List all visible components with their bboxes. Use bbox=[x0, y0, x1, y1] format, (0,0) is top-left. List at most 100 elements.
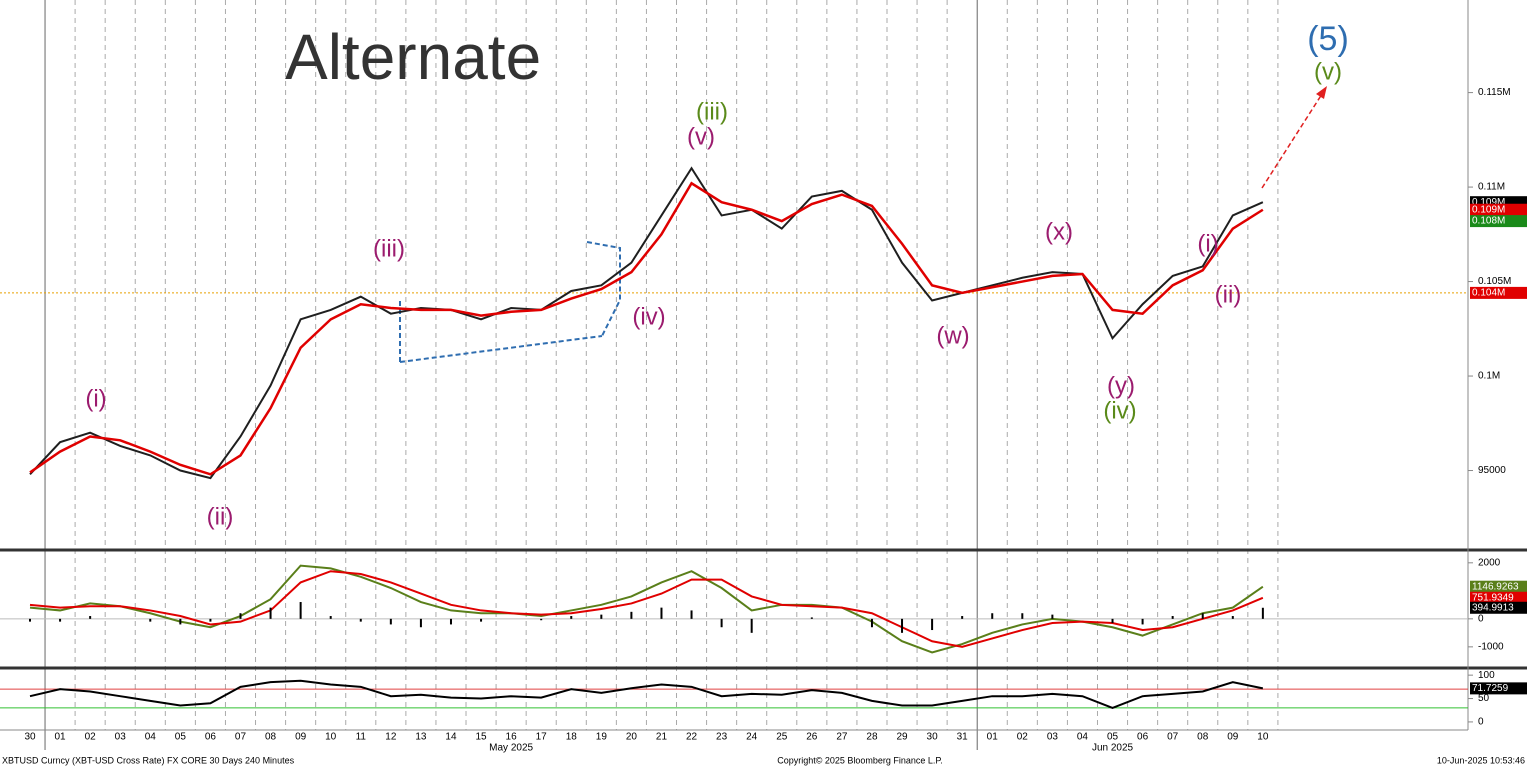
x-tick-label: 03 bbox=[1047, 732, 1059, 743]
value-tag-label: 1146.9263 bbox=[1472, 581, 1519, 592]
histogram-bar bbox=[1141, 618, 1144, 625]
wave-label: (w) bbox=[936, 322, 969, 349]
footer-right: 10-Jun-2025 10:53:46 bbox=[1437, 755, 1525, 765]
wave-label: (ii) bbox=[1215, 281, 1242, 308]
y-tick-label: 0.105M bbox=[1478, 276, 1511, 287]
x-tick-label: 08 bbox=[1197, 732, 1209, 743]
y-tick-label: -1000 bbox=[1478, 641, 1504, 652]
histogram-bar bbox=[870, 618, 873, 628]
price-tag-label: 0.104M bbox=[1472, 288, 1505, 299]
footer-left: XBTUSD Curncy (XBT-USD Cross Rate) FX CO… bbox=[2, 755, 295, 765]
x-tick-label: 07 bbox=[1167, 732, 1179, 743]
series-line bbox=[29, 679, 1264, 709]
histogram-bar bbox=[179, 618, 182, 625]
x-tick-label: 19 bbox=[596, 732, 608, 743]
price-tag bbox=[1470, 215, 1527, 228]
wave-label: (y) bbox=[1107, 372, 1135, 399]
x-tick-label: 16 bbox=[506, 732, 518, 743]
value-tag bbox=[1470, 682, 1527, 695]
wave-label: (ii) bbox=[207, 503, 234, 530]
value-tag-label: 71.7259 bbox=[1472, 683, 1509, 694]
histogram-bar bbox=[570, 616, 573, 619]
histogram-bar bbox=[1231, 616, 1234, 619]
histogram-bar bbox=[540, 618, 543, 621]
histogram-bar bbox=[660, 607, 663, 619]
histogram-bar bbox=[59, 618, 62, 622]
projection-arrow bbox=[1261, 93, 1323, 189]
value-tag bbox=[1470, 580, 1527, 593]
arrow-head bbox=[1316, 86, 1327, 99]
histogram-bar bbox=[329, 616, 332, 619]
histogram-bar bbox=[1051, 614, 1054, 619]
x-tick-label: 09 bbox=[1227, 732, 1239, 743]
x-tick-label: 22 bbox=[686, 732, 698, 743]
x-tick-label: 31 bbox=[957, 732, 969, 743]
wave-label: (iv) bbox=[1103, 397, 1136, 424]
x-tick-label: 17 bbox=[536, 732, 548, 743]
x-tick-label: 11 bbox=[356, 732, 367, 743]
x-tick-label: 05 bbox=[175, 732, 187, 743]
x-tick-label: 02 bbox=[85, 732, 97, 743]
x-tick-label: 10 bbox=[1257, 732, 1269, 743]
value-tag-label: 394.9913 bbox=[1472, 602, 1514, 613]
x-tick-label: 30 bbox=[24, 732, 36, 743]
x-tick-label: 01 bbox=[987, 732, 999, 743]
x-tick-label: 07 bbox=[235, 732, 247, 743]
series-line bbox=[29, 570, 1264, 648]
price-tag bbox=[1470, 286, 1527, 299]
x-tick-label: 20 bbox=[626, 732, 638, 743]
month-label: Jun 2025 bbox=[1092, 743, 1134, 754]
histogram-bar bbox=[209, 618, 212, 622]
wave-label: (iii) bbox=[373, 235, 405, 262]
histogram-bar bbox=[1201, 613, 1204, 619]
x-tick-label: 12 bbox=[385, 732, 397, 743]
wave-label: (iv) bbox=[632, 303, 665, 330]
x-tick-label: 28 bbox=[866, 732, 878, 743]
x-tick-label: 15 bbox=[475, 732, 487, 743]
y-tick-label: 100 bbox=[1478, 670, 1495, 681]
x-tick-label: 01 bbox=[55, 732, 67, 743]
histogram-bar bbox=[810, 617, 813, 619]
histogram-bar bbox=[149, 618, 152, 622]
histogram-bar bbox=[389, 618, 392, 625]
wave-label: (v) bbox=[1314, 58, 1342, 85]
wave-label: (x) bbox=[1045, 218, 1073, 245]
x-tick-label: 14 bbox=[445, 732, 457, 743]
x-tick-label: 02 bbox=[1017, 732, 1029, 743]
x-tick-label: 29 bbox=[896, 732, 908, 743]
triangle-pattern bbox=[399, 241, 621, 363]
histogram-bar bbox=[931, 618, 934, 631]
x-tick-label: 24 bbox=[746, 732, 758, 743]
x-tick-label: 18 bbox=[566, 732, 578, 743]
wave-label: (i) bbox=[85, 385, 106, 412]
series-line bbox=[29, 166, 1264, 480]
x-tick-label: 13 bbox=[415, 732, 427, 743]
x-tick-label: 04 bbox=[145, 732, 157, 743]
histogram-bar bbox=[480, 618, 483, 622]
y-tick-label: 0.11M bbox=[1478, 182, 1505, 193]
histogram-bar bbox=[720, 618, 723, 628]
y-tick-label: 50 bbox=[1478, 693, 1490, 704]
histogram-bar bbox=[690, 610, 693, 619]
histogram-bar bbox=[419, 618, 422, 628]
histogram-bar bbox=[961, 616, 964, 619]
histogram-bar bbox=[29, 618, 31, 622]
day-grid bbox=[44, 0, 1279, 750]
price-tag-label: 0.108M bbox=[1472, 216, 1505, 227]
histogram-bar bbox=[1261, 607, 1264, 619]
x-tick-label: 21 bbox=[656, 732, 668, 743]
y-tick-label: 95000 bbox=[1478, 465, 1506, 476]
x-tick-label: 09 bbox=[295, 732, 307, 743]
value-tag bbox=[1470, 601, 1527, 614]
wave-label: (5) bbox=[1307, 20, 1349, 58]
histogram-bar bbox=[449, 618, 452, 625]
histogram-bar bbox=[89, 616, 92, 619]
price-tag bbox=[1470, 203, 1527, 216]
histogram-bar bbox=[991, 613, 994, 619]
x-tick-label: 30 bbox=[927, 732, 939, 743]
value-tag bbox=[1470, 591, 1527, 604]
series-line bbox=[29, 181, 1264, 476]
footer-center: Copyright© 2025 Bloomberg Finance L.P. bbox=[777, 755, 943, 765]
